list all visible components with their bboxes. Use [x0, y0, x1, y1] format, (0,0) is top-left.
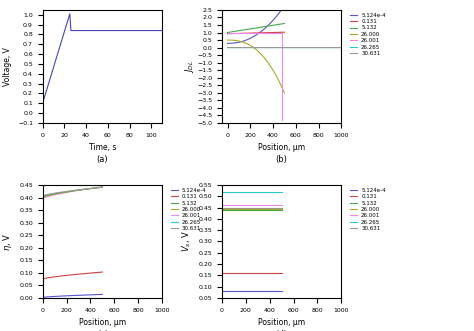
X-axis label: Position, μm: Position, μm	[258, 143, 305, 152]
Legend: 5.124e-4, 0.131, 5.132, 26.000, 26.001, 26.265, 30.631: 5.124e-4, 0.131, 5.132, 26.000, 26.001, …	[350, 188, 386, 231]
X-axis label: Position, μm: Position, μm	[79, 318, 126, 327]
Y-axis label: $\eta$, V: $\eta$, V	[0, 232, 14, 251]
Y-axis label: $J_{DL}$: $J_{DL}$	[182, 60, 196, 73]
Legend: 5.124e-4, 0.131, 5.132, 26.000, 26.001, 26.265, 30.631: 5.124e-4, 0.131, 5.132, 26.000, 26.001, …	[350, 13, 386, 56]
Title: (c): (c)	[97, 330, 108, 331]
Legend: 5.124e-4, 0.131, 5.132, 26.000, 26.001, 26.265, 30.631: 5.124e-4, 0.131, 5.132, 26.000, 26.001, …	[171, 188, 207, 231]
Y-axis label: $V_s$, V: $V_s$, V	[180, 230, 193, 253]
Title: (b): (b)	[275, 155, 288, 164]
X-axis label: Position, μm: Position, μm	[258, 318, 305, 327]
Title: (d): (d)	[275, 330, 288, 331]
X-axis label: Time, s: Time, s	[89, 143, 116, 152]
Y-axis label: Voltage, V: Voltage, V	[3, 47, 12, 86]
Title: (a): (a)	[97, 155, 108, 164]
